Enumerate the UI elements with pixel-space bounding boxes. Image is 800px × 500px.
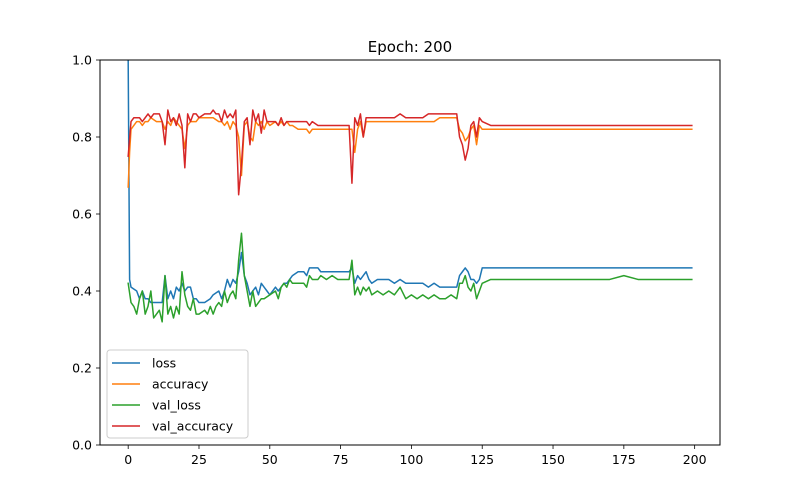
series-line-val-loss [127,232,693,323]
y-tick-label: 0.8 [72,130,92,145]
x-tick-label: 75 [333,452,349,467]
plot-frame [99,59,721,446]
series-line-accuracy [127,117,693,188]
x-tick-label: 200 [683,452,707,467]
legend-label-val-accuracy: val_accuracy [152,419,234,434]
series-layer [127,60,693,323]
x-tick-label: 25 [191,452,207,467]
legend-box [106,349,249,439]
series-line-val-accuracy [127,109,693,196]
y-tick-label: 0.6 [72,207,92,222]
legend-label-loss: loss [152,356,176,371]
x-tick-label: 100 [399,452,423,467]
x-tick-label: 150 [541,452,565,467]
y-axis: 0.0 0.2 0.4 0.6 0.8 1.0 [72,53,100,453]
y-tick-label: 0.4 [72,284,92,299]
x-tick-label: 50 [262,452,278,467]
legend: loss accuracy val_loss val_accuracy [106,349,249,439]
legend-label-val-loss: val_loss [152,398,201,413]
chart-title: Epoch: 200 [368,38,452,56]
y-tick-label: 0.0 [72,438,92,453]
x-axis: 0 25 50 75 100 125 150 175 200 [124,445,707,467]
y-tick-label: 1.0 [72,53,92,68]
x-tick-label: 175 [612,452,636,467]
y-tick-label: 0.2 [72,361,92,376]
legend-label-accuracy: accuracy [152,377,209,392]
x-tick-label: 0 [124,452,132,467]
x-tick-label: 125 [470,452,494,467]
